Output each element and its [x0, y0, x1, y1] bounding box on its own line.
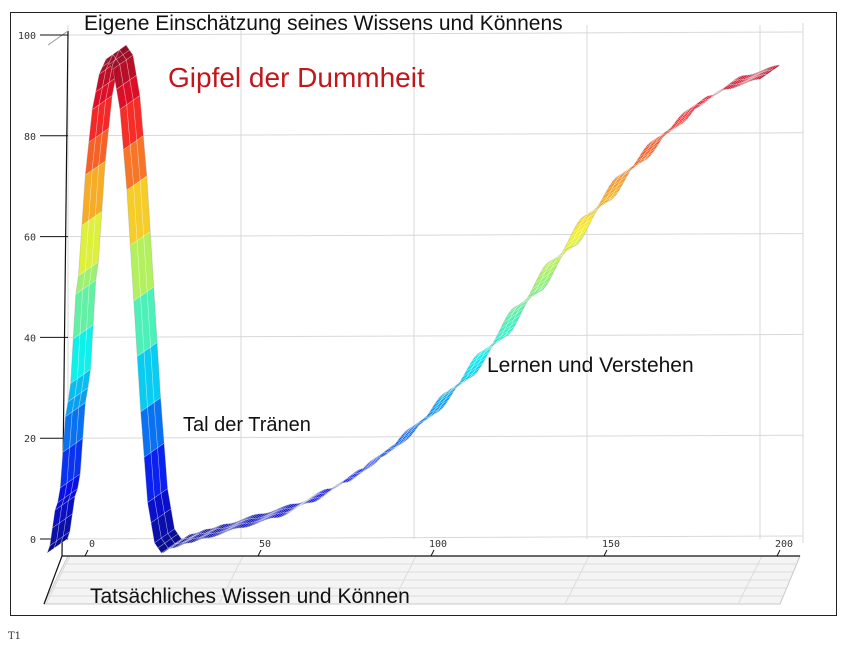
- y-tick-label: 60: [24, 233, 36, 244]
- depth-axis-line: [43, 555, 63, 605]
- floor-grid-line: [391, 555, 417, 605]
- x-tick-mark: [603, 549, 608, 557]
- annotation-valley: Tal der Tränen: [183, 414, 311, 436]
- tick-labels: 0 20 40 60 80 100 0 50 100 150 200: [18, 31, 793, 550]
- x-tick-label: 50: [259, 539, 271, 550]
- y-tick-label: 0: [30, 535, 36, 546]
- data-ribbon: [46, 44, 781, 554]
- y-axis-title: Eigene Einschätzung seines Wissens und K…: [84, 12, 563, 35]
- annotation-peak: Gipfel der Dummheit: [168, 62, 425, 93]
- floor-grid-line: [45, 555, 71, 605]
- grid-line-y: [67, 333, 804, 338]
- floor-grid-line: [737, 555, 763, 605]
- ribbon-mesh-line: [53, 53, 767, 549]
- grid-lines: [43, 23, 804, 605]
- x-tick-label: 200: [775, 539, 793, 550]
- x-tick-mark: [430, 549, 435, 557]
- x-tick-mark: [257, 549, 262, 557]
- x-tick-label: 100: [429, 539, 447, 550]
- ribbon-mesh-line: [60, 49, 774, 544]
- floor-grid-line: [218, 555, 244, 605]
- annotation-learning: Lernen und Verstehen: [487, 354, 694, 377]
- x-tick-label: 0: [89, 539, 95, 550]
- floor-grid-line: [564, 555, 590, 605]
- grid-line-y: [67, 434, 804, 439]
- x-tick-label: 150: [602, 539, 620, 550]
- x-tick-mark: [84, 549, 89, 557]
- ribbon-front-edge: [46, 58, 761, 554]
- x-tick-mark: [776, 549, 781, 557]
- x-axis-title: Tatsächliches Wissen und Können: [90, 585, 410, 608]
- chart-frame: [10, 12, 837, 616]
- corner-label: T1: [8, 631, 22, 642]
- y-tick-label: 80: [24, 132, 36, 143]
- y-tick-label: 40: [24, 333, 36, 344]
- ribbon-back-edge: [66, 44, 781, 540]
- y-axis-depth: [47, 30, 69, 46]
- grid-line-y: [67, 31, 804, 36]
- y-tick-label: 100: [18, 31, 36, 42]
- y-tick-label: 20: [24, 434, 36, 445]
- grid-line-y: [67, 233, 804, 238]
- grid-line-y: [67, 132, 804, 137]
